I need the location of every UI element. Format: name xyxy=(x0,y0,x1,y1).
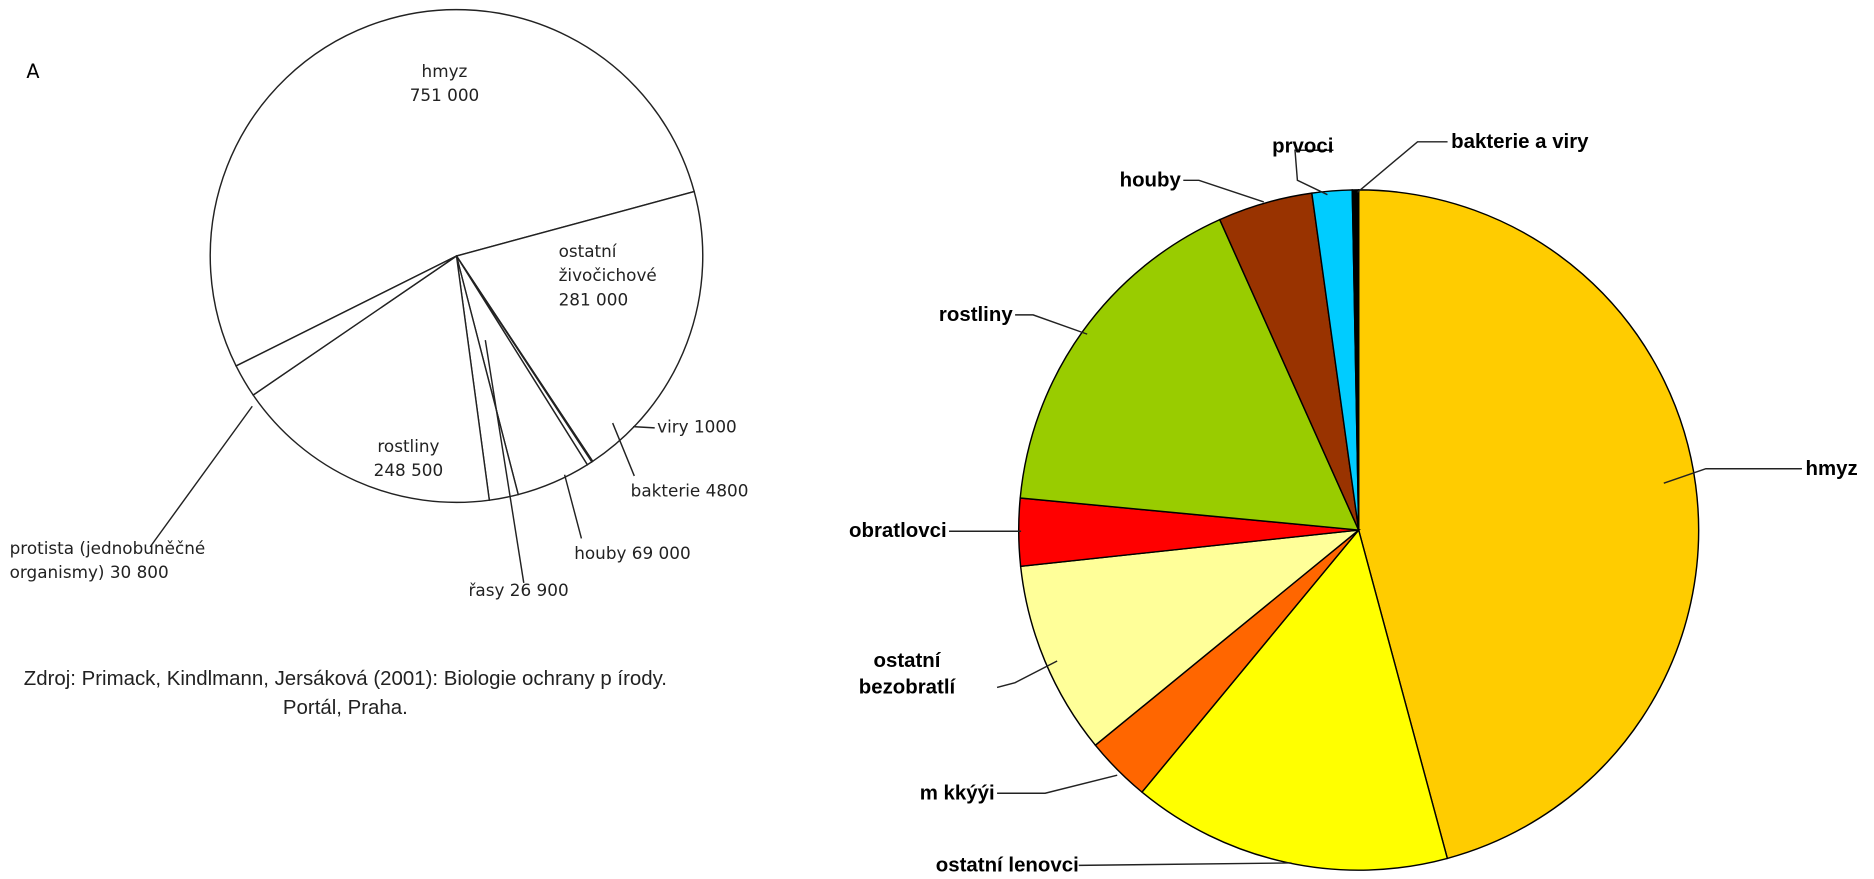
slice-label: bakterie a viry xyxy=(1451,129,1588,155)
slice-label: bakterie 4800 xyxy=(631,480,823,504)
leader-line xyxy=(633,427,655,428)
leader-line xyxy=(150,406,252,547)
slice-label: ostatní živočichové 281 000 xyxy=(559,240,703,312)
leader-line xyxy=(565,475,582,539)
source-note: Zdroj: Primack, Kindlmann, Jersáková (20… xyxy=(18,665,673,723)
leader-line xyxy=(1183,180,1263,202)
slice-label: houby xyxy=(1120,167,1181,193)
leader-line xyxy=(1015,315,1087,334)
category-label: viry xyxy=(657,418,688,437)
leader-line xyxy=(1079,863,1292,865)
value-label: 281 000 xyxy=(559,288,703,312)
slice-label: rostliny xyxy=(939,302,1013,328)
category-label: ostatní živočichové xyxy=(559,240,703,288)
value-label: 69 000 xyxy=(632,544,691,563)
page: A Zdroj: Primack, Kindlmann, Jersáková (… xyxy=(0,0,1874,875)
value-label: 1000 xyxy=(694,418,737,437)
value-label: 751 000 xyxy=(372,84,516,108)
category-label: řasy xyxy=(469,582,505,601)
category-label: hmyz xyxy=(372,60,516,84)
leader-line xyxy=(997,661,1057,687)
category-label: houby xyxy=(574,544,626,563)
slice-label: obratlovci xyxy=(849,518,947,544)
category-label: bakterie xyxy=(631,482,701,501)
category-label: protista (jednobuněčné organismy) xyxy=(10,540,206,583)
slice-label: m kkýýi xyxy=(920,780,995,806)
slice-label: viry 1000 xyxy=(657,416,825,440)
slice-label: ostatní bezobratlí xyxy=(841,648,973,701)
panel-label: A xyxy=(26,60,39,83)
slice-label: rostliny 248 500 xyxy=(360,435,456,483)
value-label: 30 800 xyxy=(110,564,169,583)
slice-label: hmyz 751 000 xyxy=(372,60,516,108)
slice-label: řasy 26 900 xyxy=(469,579,661,603)
slice-label: houby 69 000 xyxy=(574,542,766,566)
slice-label: prvoci xyxy=(1272,133,1333,159)
value-label: 26 900 xyxy=(510,582,569,601)
leader-line xyxy=(1357,142,1447,192)
leader-line xyxy=(997,775,1117,793)
slice-label: hmyz xyxy=(1806,456,1858,482)
stage: A Zdroj: Primack, Kindlmann, Jersáková (… xyxy=(0,0,1874,875)
slice-label: protista (jednobuněčné organismy) 30 800 xyxy=(10,537,238,585)
category-label: rostliny xyxy=(360,435,456,459)
value-label: 248 500 xyxy=(360,459,456,483)
value-label: 4800 xyxy=(706,482,749,501)
charts xyxy=(0,0,1874,875)
